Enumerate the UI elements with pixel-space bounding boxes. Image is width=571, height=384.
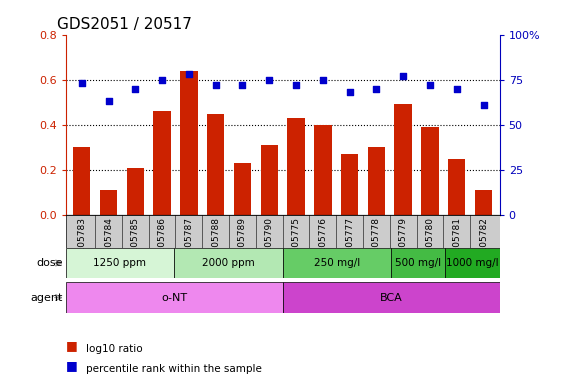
Bar — [234, 163, 251, 215]
Bar — [73, 147, 90, 215]
Text: 1000 mg/l: 1000 mg/l — [446, 258, 499, 268]
Bar — [283, 248, 391, 278]
Bar — [283, 282, 500, 313]
Bar — [391, 248, 445, 278]
Point — [399, 73, 408, 79]
Bar — [66, 248, 174, 278]
Bar — [66, 215, 500, 248]
Point — [345, 89, 354, 95]
Text: GSM105781: GSM105781 — [452, 217, 461, 271]
Text: 1250 ppm: 1250 ppm — [94, 258, 146, 268]
Text: dose: dose — [37, 258, 63, 268]
Point — [158, 77, 167, 83]
Bar — [314, 125, 332, 215]
Point — [238, 82, 247, 88]
Bar — [445, 248, 500, 278]
Bar — [66, 282, 283, 313]
Bar — [180, 71, 198, 215]
Text: GSM105780: GSM105780 — [425, 217, 435, 271]
Text: BCA: BCA — [380, 293, 403, 303]
Text: GSM105790: GSM105790 — [265, 217, 274, 271]
Text: ■: ■ — [66, 339, 78, 353]
Bar — [341, 154, 359, 215]
Text: GSM105789: GSM105789 — [238, 217, 247, 271]
Text: 500 mg/l: 500 mg/l — [395, 258, 441, 268]
Text: GSM105786: GSM105786 — [158, 217, 167, 271]
Point — [291, 82, 300, 88]
Text: GDS2051 / 20517: GDS2051 / 20517 — [57, 17, 192, 32]
Text: 2000 ppm: 2000 ppm — [202, 258, 255, 268]
Text: GSM105782: GSM105782 — [479, 217, 488, 271]
Point — [452, 86, 461, 92]
Text: GSM105783: GSM105783 — [77, 217, 86, 271]
Text: o-NT: o-NT — [161, 293, 187, 303]
Point — [104, 98, 113, 104]
Text: 250 mg/l: 250 mg/l — [314, 258, 360, 268]
Text: GSM105778: GSM105778 — [372, 217, 381, 271]
Text: GSM105784: GSM105784 — [104, 217, 113, 271]
Text: agent: agent — [30, 293, 63, 303]
Bar — [100, 190, 117, 215]
Bar — [154, 111, 171, 215]
Bar — [448, 159, 465, 215]
Point — [184, 71, 194, 77]
Point — [425, 82, 435, 88]
Point — [211, 82, 220, 88]
Bar — [287, 118, 305, 215]
Bar — [395, 104, 412, 215]
Bar — [421, 127, 439, 215]
Text: GSM105785: GSM105785 — [131, 217, 140, 271]
Text: log10 ratio: log10 ratio — [86, 344, 142, 354]
Point — [265, 77, 274, 83]
Text: GSM105775: GSM105775 — [292, 217, 300, 271]
Bar — [475, 190, 492, 215]
Point — [318, 77, 327, 83]
Point — [77, 80, 86, 86]
Point — [131, 86, 140, 92]
Text: GSM105788: GSM105788 — [211, 217, 220, 271]
Text: GSM105779: GSM105779 — [399, 217, 408, 271]
Bar — [368, 147, 385, 215]
Text: ■: ■ — [66, 359, 78, 372]
Point — [479, 102, 488, 108]
Bar — [127, 168, 144, 215]
Text: percentile rank within the sample: percentile rank within the sample — [86, 364, 262, 374]
Text: GSM105777: GSM105777 — [345, 217, 354, 271]
Point — [372, 86, 381, 92]
Text: GSM105787: GSM105787 — [184, 217, 194, 271]
Bar — [174, 248, 283, 278]
Text: GSM105776: GSM105776 — [318, 217, 327, 271]
Bar — [260, 145, 278, 215]
Bar — [207, 114, 224, 215]
